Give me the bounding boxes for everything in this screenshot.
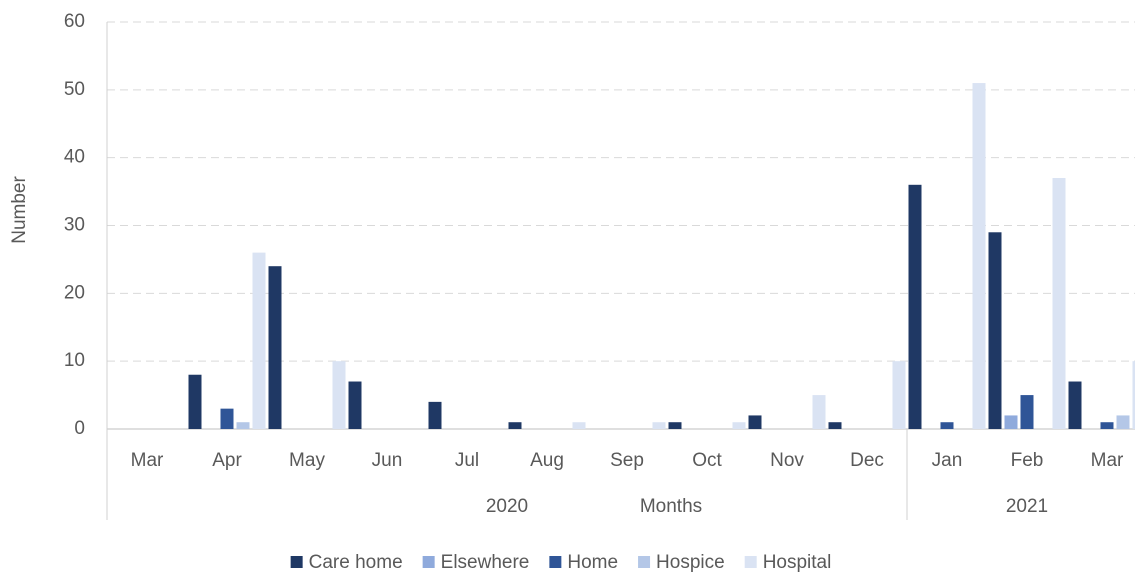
y-tick-label: 60: [64, 11, 85, 32]
x-tick-label: Mar: [131, 450, 164, 471]
x-tick-label: Oct: [692, 450, 722, 471]
bar: [572, 422, 586, 429]
bar: [236, 422, 250, 429]
legend-swatch: [290, 556, 303, 568]
x-tick-label: Dec: [850, 450, 884, 471]
bar: [908, 184, 922, 429]
bar: [428, 401, 442, 429]
bar: [1100, 422, 1114, 429]
group-label: 2021: [1006, 496, 1048, 517]
y-tick-label: 40: [64, 147, 85, 168]
legend-swatch: [422, 556, 435, 568]
bar: [812, 395, 826, 429]
bar: [988, 232, 1002, 429]
bar: [252, 252, 266, 429]
bar: [1004, 415, 1018, 429]
bar: [732, 422, 746, 429]
x-tick-label: May: [289, 450, 325, 471]
x-tick-label: Jun: [372, 450, 403, 471]
x-tick-label: Jan: [932, 450, 963, 471]
legend-label: Hospital: [763, 552, 832, 572]
legend-label: Elsewhere: [441, 552, 530, 572]
bar: [972, 83, 986, 430]
bar: [1020, 395, 1034, 429]
legend-label: Hospice: [656, 552, 725, 572]
legend-label: Home: [567, 552, 618, 572]
legend-swatch: [744, 556, 757, 568]
bar: [1068, 381, 1082, 429]
bar: [268, 266, 282, 429]
bar: [220, 408, 234, 429]
x-tick-label: Sep: [610, 450, 644, 471]
bar: [1116, 415, 1130, 429]
legend-swatch: [549, 556, 562, 568]
bar: [1052, 178, 1066, 429]
bar: [828, 422, 842, 429]
x-tick-label: Apr: [212, 450, 242, 471]
x-tick-label: Aug: [530, 450, 564, 471]
x-tick-label: Mar: [1091, 450, 1124, 471]
bar: [748, 415, 762, 429]
bar: [348, 381, 362, 429]
legend-swatch: [638, 556, 651, 568]
x-tick-label: Feb: [1011, 450, 1044, 471]
group-label: 2020: [486, 496, 528, 517]
bar: [508, 422, 522, 429]
y-axis-label: Number: [9, 176, 30, 244]
y-tick-label: 10: [64, 350, 85, 371]
bar: [892, 361, 906, 429]
bar: [332, 361, 346, 429]
legend-label: Care home: [309, 552, 403, 572]
y-tick-label: 0: [74, 418, 85, 439]
y-tick-label: 20: [64, 282, 85, 303]
bar: [652, 422, 666, 429]
y-tick-label: 50: [64, 79, 85, 100]
bar: [668, 422, 682, 429]
x-tick-label: Nov: [770, 450, 804, 471]
x-axis-label: Months: [640, 496, 702, 517]
x-tick-label: Jul: [455, 450, 479, 471]
bar: [940, 422, 954, 429]
y-tick-label: 30: [64, 215, 85, 236]
bar: [1132, 361, 1135, 429]
bar: [188, 374, 202, 429]
